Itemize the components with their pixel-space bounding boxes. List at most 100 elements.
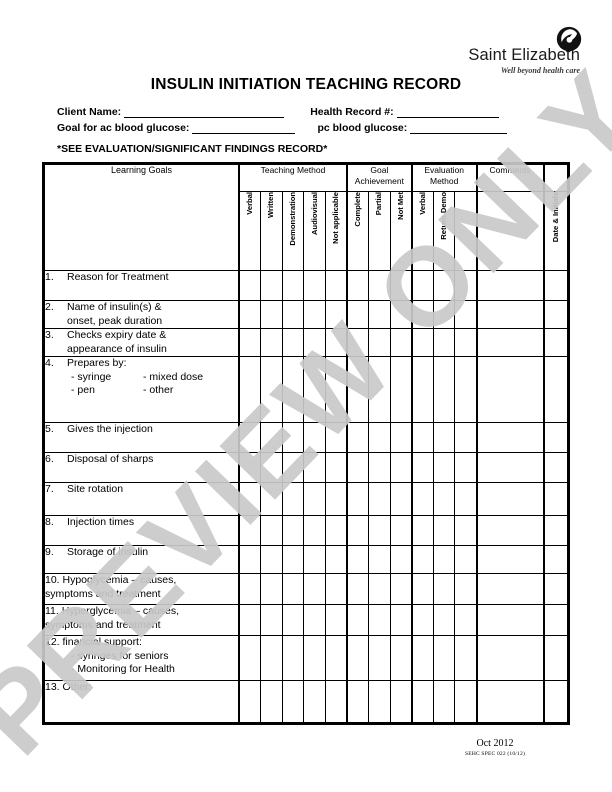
cell-teaching-demonstration[interactable]	[281, 356, 305, 423]
cell-achievement-not-met[interactable]	[389, 515, 413, 546]
cell-evaluation-return-demo[interactable]	[432, 300, 456, 329]
cell-teaching-verbal[interactable]	[238, 270, 262, 301]
cell-teaching-not-applicable[interactable]	[324, 515, 348, 546]
cell-evaluation-blank[interactable]	[454, 270, 478, 301]
cell-evaluation-return-demo[interactable]	[432, 635, 456, 681]
cell-teaching-not-applicable[interactable]	[324, 300, 348, 329]
cell-evaluation-blank[interactable]	[454, 604, 478, 636]
cell-date-initials[interactable]	[543, 573, 568, 605]
cell-evaluation-verbal[interactable]	[411, 270, 434, 301]
cell-teaching-written[interactable]	[260, 482, 283, 516]
cell-date-initials[interactable]	[543, 328, 568, 357]
cell-teaching-verbal[interactable]	[238, 300, 262, 329]
cell-teaching-written[interactable]	[260, 515, 283, 546]
cell-teaching-written[interactable]	[260, 604, 283, 636]
cell-teaching-verbal[interactable]	[238, 604, 262, 636]
cell-achievement-partial[interactable]	[368, 635, 391, 681]
health-record-field[interactable]: Health Record #:	[310, 106, 499, 118]
cell-achievement-not-met[interactable]	[389, 680, 413, 723]
cell-teaching-not-applicable[interactable]	[324, 452, 348, 483]
cell-achievement-partial[interactable]	[368, 270, 391, 301]
cell-teaching-demonstration[interactable]	[281, 300, 305, 329]
cell-date-initials[interactable]	[543, 635, 568, 681]
cell-comments[interactable]	[476, 515, 545, 546]
cell-achievement-partial[interactable]	[368, 482, 391, 516]
client-name-input[interactable]	[124, 106, 285, 118]
cell-teaching-not-applicable[interactable]	[324, 680, 348, 723]
pc-glucose-field[interactable]: pc blood glucose:	[317, 122, 508, 134]
cell-teaching-demonstration[interactable]	[281, 545, 305, 574]
cell-comments[interactable]	[476, 270, 545, 301]
cell-comments[interactable]	[476, 300, 545, 329]
cell-achievement-partial[interactable]	[368, 680, 391, 723]
cell-teaching-not-applicable[interactable]	[324, 604, 348, 636]
cell-achievement-not-met[interactable]	[389, 545, 413, 574]
cell-teaching-demonstration[interactable]	[281, 680, 305, 723]
cell-achievement-complete[interactable]	[346, 328, 370, 357]
cell-achievement-complete[interactable]	[346, 680, 370, 723]
cell-teaching-audiovisual[interactable]	[303, 635, 326, 681]
cell-achievement-complete[interactable]	[346, 356, 370, 423]
cell-evaluation-return-demo[interactable]	[432, 422, 456, 453]
cell-evaluation-return-demo[interactable]	[432, 680, 456, 723]
cell-teaching-verbal[interactable]	[238, 573, 262, 605]
cell-evaluation-verbal[interactable]	[411, 545, 434, 574]
cell-evaluation-blank[interactable]	[454, 422, 478, 453]
cell-teaching-verbal[interactable]	[238, 452, 262, 483]
cell-evaluation-blank[interactable]	[454, 328, 478, 357]
cell-teaching-written[interactable]	[260, 270, 283, 301]
cell-teaching-audiovisual[interactable]	[303, 270, 326, 301]
cell-achievement-partial[interactable]	[368, 422, 391, 453]
cell-teaching-audiovisual[interactable]	[303, 573, 326, 605]
cell-achievement-not-met[interactable]	[389, 328, 413, 357]
cell-date-initials[interactable]	[543, 604, 568, 636]
cell-evaluation-blank[interactable]	[454, 635, 478, 681]
cell-date-initials[interactable]	[543, 545, 568, 574]
cell-achievement-partial[interactable]	[368, 452, 391, 483]
cell-evaluation-blank[interactable]	[454, 545, 478, 574]
cell-comments[interactable]	[476, 452, 545, 483]
cell-achievement-partial[interactable]	[368, 356, 391, 423]
cell-evaluation-blank[interactable]	[454, 515, 478, 546]
cell-comments[interactable]	[476, 635, 545, 681]
cell-evaluation-verbal[interactable]	[411, 328, 434, 357]
cell-teaching-verbal[interactable]	[238, 545, 262, 574]
cell-teaching-not-applicable[interactable]	[324, 545, 348, 574]
cell-evaluation-blank[interactable]	[454, 300, 478, 329]
cell-achievement-complete[interactable]	[346, 545, 370, 574]
cell-achievement-complete[interactable]	[346, 452, 370, 483]
cell-evaluation-return-demo[interactable]	[432, 356, 456, 423]
cell-teaching-not-applicable[interactable]	[324, 482, 348, 516]
cell-achievement-not-met[interactable]	[389, 482, 413, 516]
cell-teaching-written[interactable]	[260, 452, 283, 483]
cell-teaching-audiovisual[interactable]	[303, 422, 326, 453]
cell-teaching-not-applicable[interactable]	[324, 422, 348, 453]
cell-achievement-partial[interactable]	[368, 545, 391, 574]
cell-evaluation-blank[interactable]	[454, 452, 478, 483]
cell-teaching-demonstration[interactable]	[281, 422, 305, 453]
cell-achievement-complete[interactable]	[346, 270, 370, 301]
cell-teaching-audiovisual[interactable]	[303, 482, 326, 516]
cell-comments[interactable]	[476, 422, 545, 453]
cell-teaching-audiovisual[interactable]	[303, 515, 326, 546]
cell-teaching-demonstration[interactable]	[281, 270, 305, 301]
cell-evaluation-verbal[interactable]	[411, 635, 434, 681]
cell-achievement-complete[interactable]	[346, 573, 370, 605]
cell-evaluation-blank[interactable]	[454, 482, 478, 516]
cell-evaluation-verbal[interactable]	[411, 573, 434, 605]
cell-evaluation-return-demo[interactable]	[432, 270, 456, 301]
cell-teaching-not-applicable[interactable]	[324, 328, 348, 357]
cell-teaching-verbal[interactable]	[238, 680, 262, 723]
cell-evaluation-verbal[interactable]	[411, 356, 434, 423]
cell-evaluation-verbal[interactable]	[411, 422, 434, 453]
cell-teaching-written[interactable]	[260, 680, 283, 723]
cell-date-initials[interactable]	[543, 452, 568, 483]
cell-comments[interactable]	[476, 482, 545, 516]
cell-teaching-audiovisual[interactable]	[303, 356, 326, 423]
cell-comments[interactable]	[476, 328, 545, 357]
cell-evaluation-return-demo[interactable]	[432, 482, 456, 516]
cell-teaching-not-applicable[interactable]	[324, 270, 348, 301]
cell-achievement-complete[interactable]	[346, 422, 370, 453]
cell-teaching-demonstration[interactable]	[281, 635, 305, 681]
cell-teaching-audiovisual[interactable]	[303, 328, 326, 357]
